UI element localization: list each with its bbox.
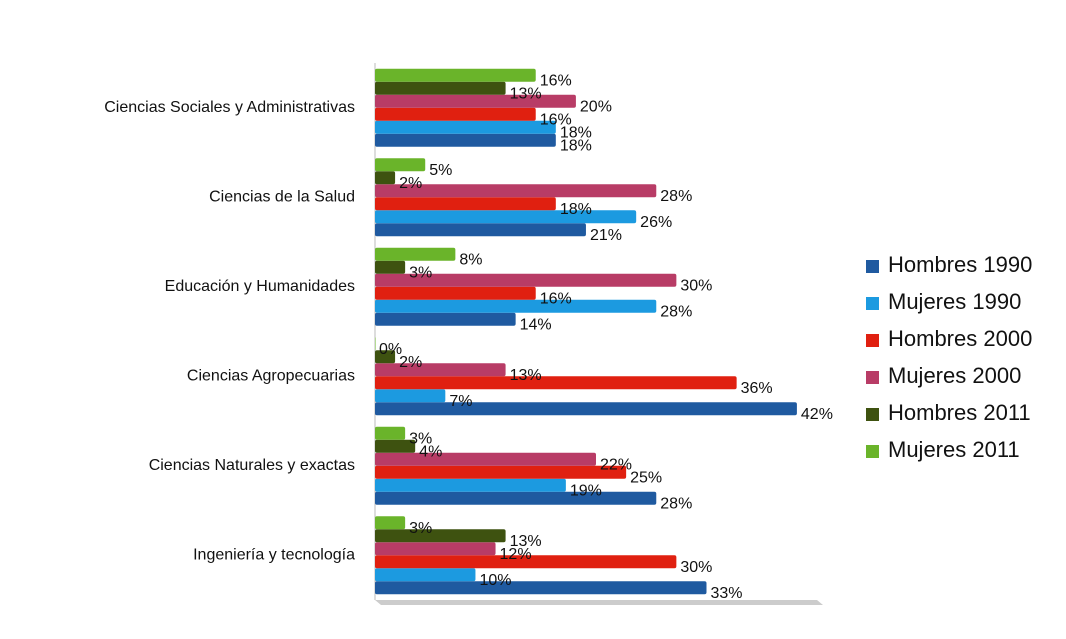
bar — [375, 184, 657, 198]
data-label: 18% — [560, 124, 592, 141]
data-label: 28% — [660, 188, 692, 205]
data-label: 8% — [459, 251, 482, 268]
data-label: 33% — [711, 585, 743, 602]
bar — [375, 402, 797, 416]
legend-label: Hombres 1990 — [888, 252, 1032, 277]
data-label: 20% — [580, 98, 612, 115]
bar — [375, 581, 707, 595]
bar — [375, 491, 657, 505]
data-label: 30% — [680, 277, 712, 294]
legend-label: Mujeres 1990 — [888, 289, 1021, 314]
data-label: 18% — [560, 201, 592, 218]
bar — [375, 158, 426, 172]
data-label: 16% — [540, 111, 572, 128]
bar — [375, 465, 627, 479]
bar — [375, 555, 677, 569]
bar — [375, 426, 406, 440]
legend-swatch — [866, 445, 879, 458]
bar — [375, 389, 446, 403]
bar — [375, 286, 536, 300]
bar — [375, 273, 677, 287]
legend-swatch — [866, 371, 879, 384]
data-label: 13% — [510, 533, 542, 550]
legend-swatch — [866, 297, 879, 310]
legend-label: Mujeres 2000 — [888, 363, 1021, 388]
data-label: 26% — [640, 214, 672, 231]
data-label: 30% — [680, 559, 712, 576]
data-label: 2% — [399, 354, 422, 371]
data-label: 28% — [660, 495, 692, 512]
bar — [375, 94, 576, 108]
bar — [375, 299, 657, 313]
data-label: 42% — [801, 406, 833, 423]
bar — [375, 478, 566, 492]
bar — [375, 210, 637, 224]
legend-label: Mujeres 2011 — [888, 437, 1020, 462]
data-label: 3% — [409, 430, 432, 447]
bar — [375, 107, 536, 121]
data-label: 7% — [449, 393, 472, 410]
data-label: 3% — [409, 520, 432, 537]
data-label: 14% — [520, 316, 552, 333]
category-label: Ingeniería y tecnología — [193, 546, 355, 563]
data-label: 5% — [429, 162, 452, 179]
bar — [375, 452, 596, 466]
data-label: 10% — [479, 572, 511, 589]
bar — [375, 223, 586, 237]
legend-swatch — [866, 408, 879, 421]
legend-label: Hombres 2000 — [888, 326, 1032, 351]
data-label: 36% — [741, 380, 773, 397]
data-label: 16% — [540, 72, 572, 89]
bar — [375, 376, 737, 390]
bar — [375, 516, 406, 530]
data-label: 2% — [399, 175, 422, 192]
data-label: 19% — [570, 482, 602, 499]
bar — [375, 568, 476, 582]
data-label: 13% — [510, 85, 542, 102]
data-label: 12% — [500, 546, 532, 563]
data-label: 21% — [590, 227, 622, 244]
data-label: 4% — [419, 443, 442, 460]
bar — [375, 439, 416, 453]
data-label: 0% — [379, 341, 402, 358]
bar — [375, 363, 506, 377]
category-label: Ciencias de la Salud — [209, 188, 355, 205]
data-label: 16% — [540, 290, 572, 307]
legend-swatch — [866, 334, 879, 347]
data-label: 3% — [409, 264, 432, 281]
category-label: Ciencias Naturales y exactas — [149, 457, 355, 474]
bar — [375, 68, 536, 82]
legend-swatch — [866, 260, 879, 273]
data-label: 13% — [510, 367, 542, 384]
category-label: Educación y Humanidades — [165, 278, 355, 295]
floor — [375, 600, 823, 605]
data-label: 25% — [630, 469, 662, 486]
bar — [375, 312, 516, 326]
bar — [375, 81, 506, 95]
bar — [375, 171, 396, 185]
legend-label: Hombres 2011 — [888, 400, 1031, 425]
bar — [375, 337, 376, 351]
bar — [375, 197, 556, 211]
data-label: 28% — [660, 303, 692, 320]
bar — [375, 529, 506, 543]
bar — [375, 260, 406, 274]
data-label: 22% — [600, 456, 632, 473]
category-label: Ciencias Agropecuarias — [187, 367, 355, 384]
bar — [375, 133, 556, 147]
category-label: Ciencias Sociales y Administrativas — [104, 99, 355, 116]
bar — [375, 247, 456, 261]
bar — [375, 120, 556, 134]
data-label: 18% — [560, 137, 592, 154]
bar — [375, 350, 396, 364]
bar — [375, 542, 496, 556]
